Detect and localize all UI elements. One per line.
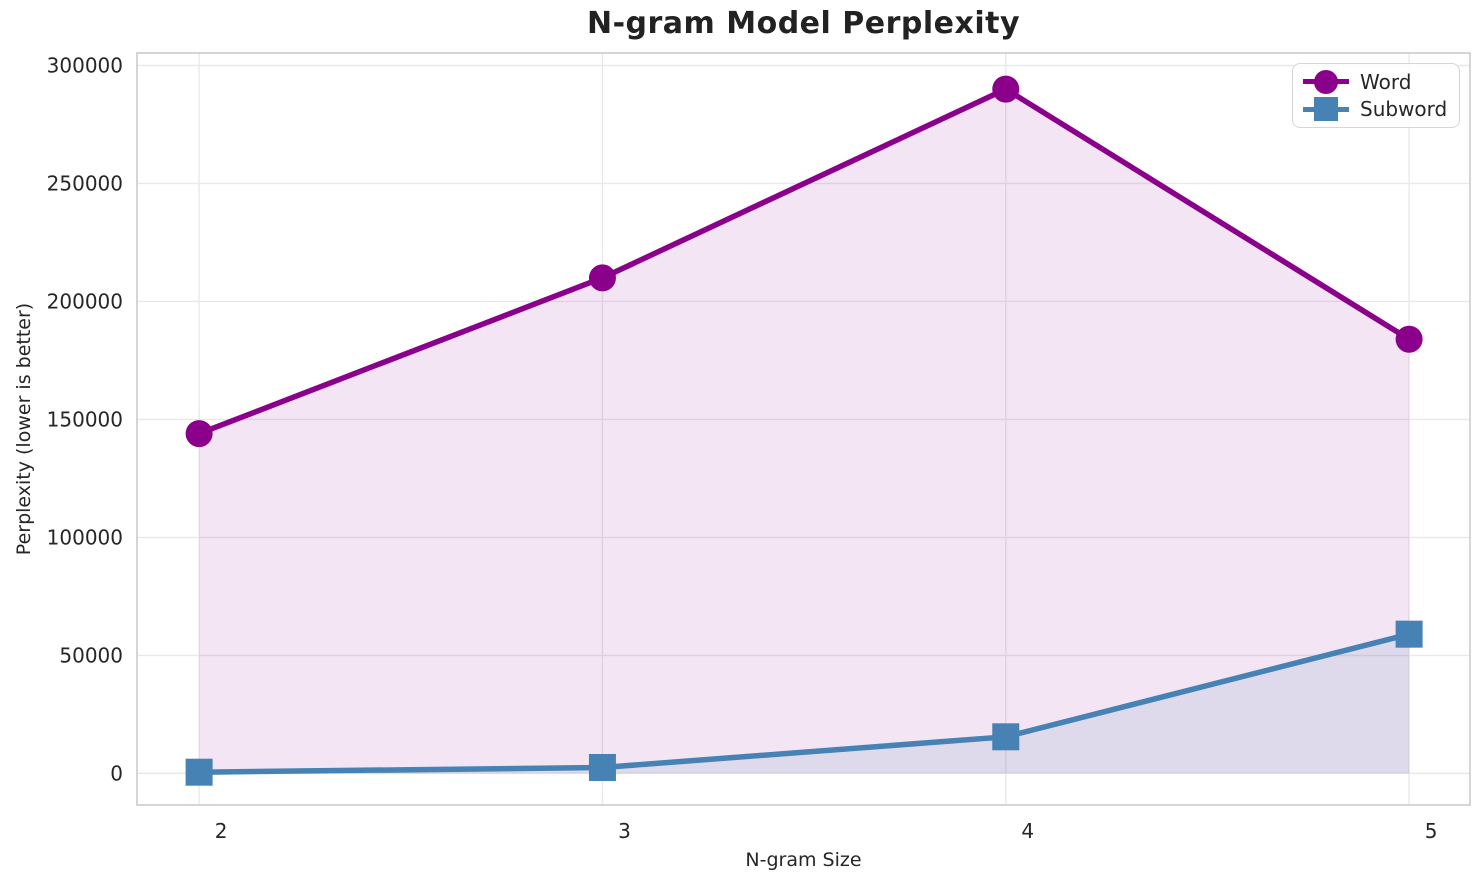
- subword-data-point: [1395, 620, 1423, 648]
- y-tick-label: 200000: [47, 289, 123, 313]
- y-tick-label: 0: [110, 761, 123, 785]
- axes-frame: [136, 52, 1471, 806]
- x-tick-label: 2: [215, 819, 228, 843]
- y-tick-label: 150000: [47, 407, 123, 431]
- subword-series-area: [199, 634, 1410, 774]
- legend: Word Subword: [1292, 63, 1460, 128]
- subword-data-point: [185, 758, 213, 786]
- subword-series-line: [199, 631, 1410, 775]
- word-series-area: [199, 89, 1410, 774]
- subword-data-point: [588, 753, 616, 781]
- y-tick-label: 50000: [59, 643, 123, 667]
- y-tick-label: 250000: [47, 171, 123, 195]
- legend-label: Word: [1360, 69, 1412, 94]
- legend-label: Subword: [1360, 97, 1448, 122]
- x-tick-label: 4: [1021, 819, 1034, 843]
- word-data-point: [588, 264, 616, 292]
- chart-title: N-gram Model Perplexity: [586, 6, 1021, 41]
- x-axis-label: N-gram Size: [745, 849, 862, 871]
- legend-item-word: Word: [1303, 68, 1449, 95]
- circle-marker-icon: [1303, 68, 1349, 95]
- word-data-point: [185, 420, 213, 448]
- x-tick-label: 5: [1425, 819, 1438, 843]
- word-series-line: [198, 86, 1411, 437]
- y-tick-label: 100000: [47, 525, 123, 549]
- x-tick-label: 3: [618, 819, 631, 843]
- y-axis-label: Perplexity (lower is better): [13, 302, 35, 556]
- legend-item-subword: Subword: [1303, 96, 1449, 123]
- y-tick-label: 300000: [47, 54, 123, 78]
- word-data-point: [1395, 325, 1423, 353]
- subword-data-point: [992, 723, 1020, 751]
- word-data-point: [992, 75, 1020, 103]
- square-marker-icon: [1303, 96, 1349, 123]
